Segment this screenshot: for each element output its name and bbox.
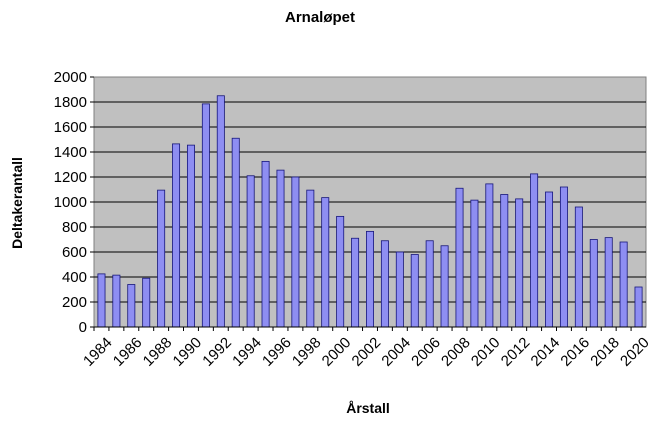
bar-1990: [186, 144, 195, 328]
bar-1997: [291, 176, 300, 328]
y-axis-label: Deltakerantall: [9, 157, 25, 249]
bar-2013: [530, 173, 539, 328]
gridlines: [94, 101, 646, 303]
x-tick-label: 2020: [617, 334, 653, 370]
y-tick-label: 2000: [54, 69, 87, 86]
x-tick-label: 1998: [289, 334, 325, 370]
bar-2011: [500, 194, 509, 328]
bar-1984: [97, 273, 106, 328]
bar-1999: [321, 197, 330, 328]
bar-2009: [470, 199, 479, 328]
y-tick-label: 1600: [54, 119, 87, 136]
bar-1991: [201, 103, 210, 328]
bar-2008: [455, 187, 464, 328]
x-tick-label: 1994: [229, 334, 265, 370]
bar-2019: [619, 241, 628, 328]
y-tick-label: 200: [62, 294, 87, 311]
bar-1994: [246, 175, 255, 328]
x-tick-label: 2014: [528, 334, 564, 370]
bar-1986: [127, 284, 136, 328]
x-tick-label: 1990: [170, 334, 206, 370]
bar-2010: [485, 183, 494, 328]
chart-title: Arnaløpet: [285, 9, 355, 26]
bars: [94, 95, 646, 328]
y-tick-label: 1400: [54, 144, 87, 161]
bar-2018: [604, 237, 613, 328]
x-tick-label: 1992: [199, 334, 235, 370]
y-tick-label: 600: [62, 244, 87, 261]
y-tick-label: 1200: [54, 169, 87, 186]
bar-2006: [425, 240, 434, 328]
bar-2007: [440, 245, 449, 328]
bar-2004: [395, 251, 404, 328]
x-tick-label: 2012: [498, 334, 534, 370]
bar-2016: [574, 206, 583, 328]
bar-2017: [589, 239, 598, 328]
x-tick-label: 2006: [408, 334, 444, 370]
bar-2003: [380, 240, 389, 328]
bar-2020: [634, 286, 643, 328]
bar-2001: [351, 237, 360, 328]
bar-2005: [410, 254, 419, 328]
y-tick-label: 1000: [54, 194, 87, 211]
x-tick-label: 2018: [587, 334, 623, 370]
y-axis-ticks: 0 200 400 600 800 1000 1200 1400 1600 1800 2000: [54, 69, 94, 336]
x-tick-label: 1986: [110, 334, 146, 370]
bar-1996: [276, 169, 285, 328]
x-axis-ticks: 1984198619881990199219941996199820002002…: [80, 327, 653, 370]
x-axis-label: Årstall: [346, 400, 390, 416]
x-tick-label: 2002: [349, 334, 385, 370]
bar-1998: [306, 189, 315, 328]
y-tick-label: 800: [62, 219, 87, 236]
y-tick-label: 1800: [54, 94, 87, 111]
x-tick-label: 2000: [319, 334, 355, 370]
bar-1992: [216, 95, 225, 328]
x-tick-label: 2008: [438, 334, 474, 370]
bar-1985: [112, 274, 121, 328]
bar-1988: [157, 189, 166, 328]
x-tick-label: 2016: [557, 334, 593, 370]
x-tick-label: 1996: [259, 334, 295, 370]
bar-1995: [261, 160, 270, 328]
bar-2002: [366, 230, 374, 328]
bar-1987: [142, 277, 151, 328]
x-tick-label: 2010: [468, 334, 504, 370]
x-tick-label: 1984: [80, 334, 116, 370]
bar-2000: [336, 215, 345, 328]
bar-2014: [545, 191, 554, 328]
bar-1989: [172, 143, 181, 328]
bar-2015: [559, 186, 568, 328]
x-tick-label: 1988: [140, 334, 176, 370]
y-tick-label: 0: [79, 319, 87, 336]
bar-1993: [231, 137, 240, 328]
y-tick-label: 400: [62, 269, 87, 286]
x-tick-label: 2004: [378, 334, 414, 370]
bar-2012: [515, 198, 524, 328]
